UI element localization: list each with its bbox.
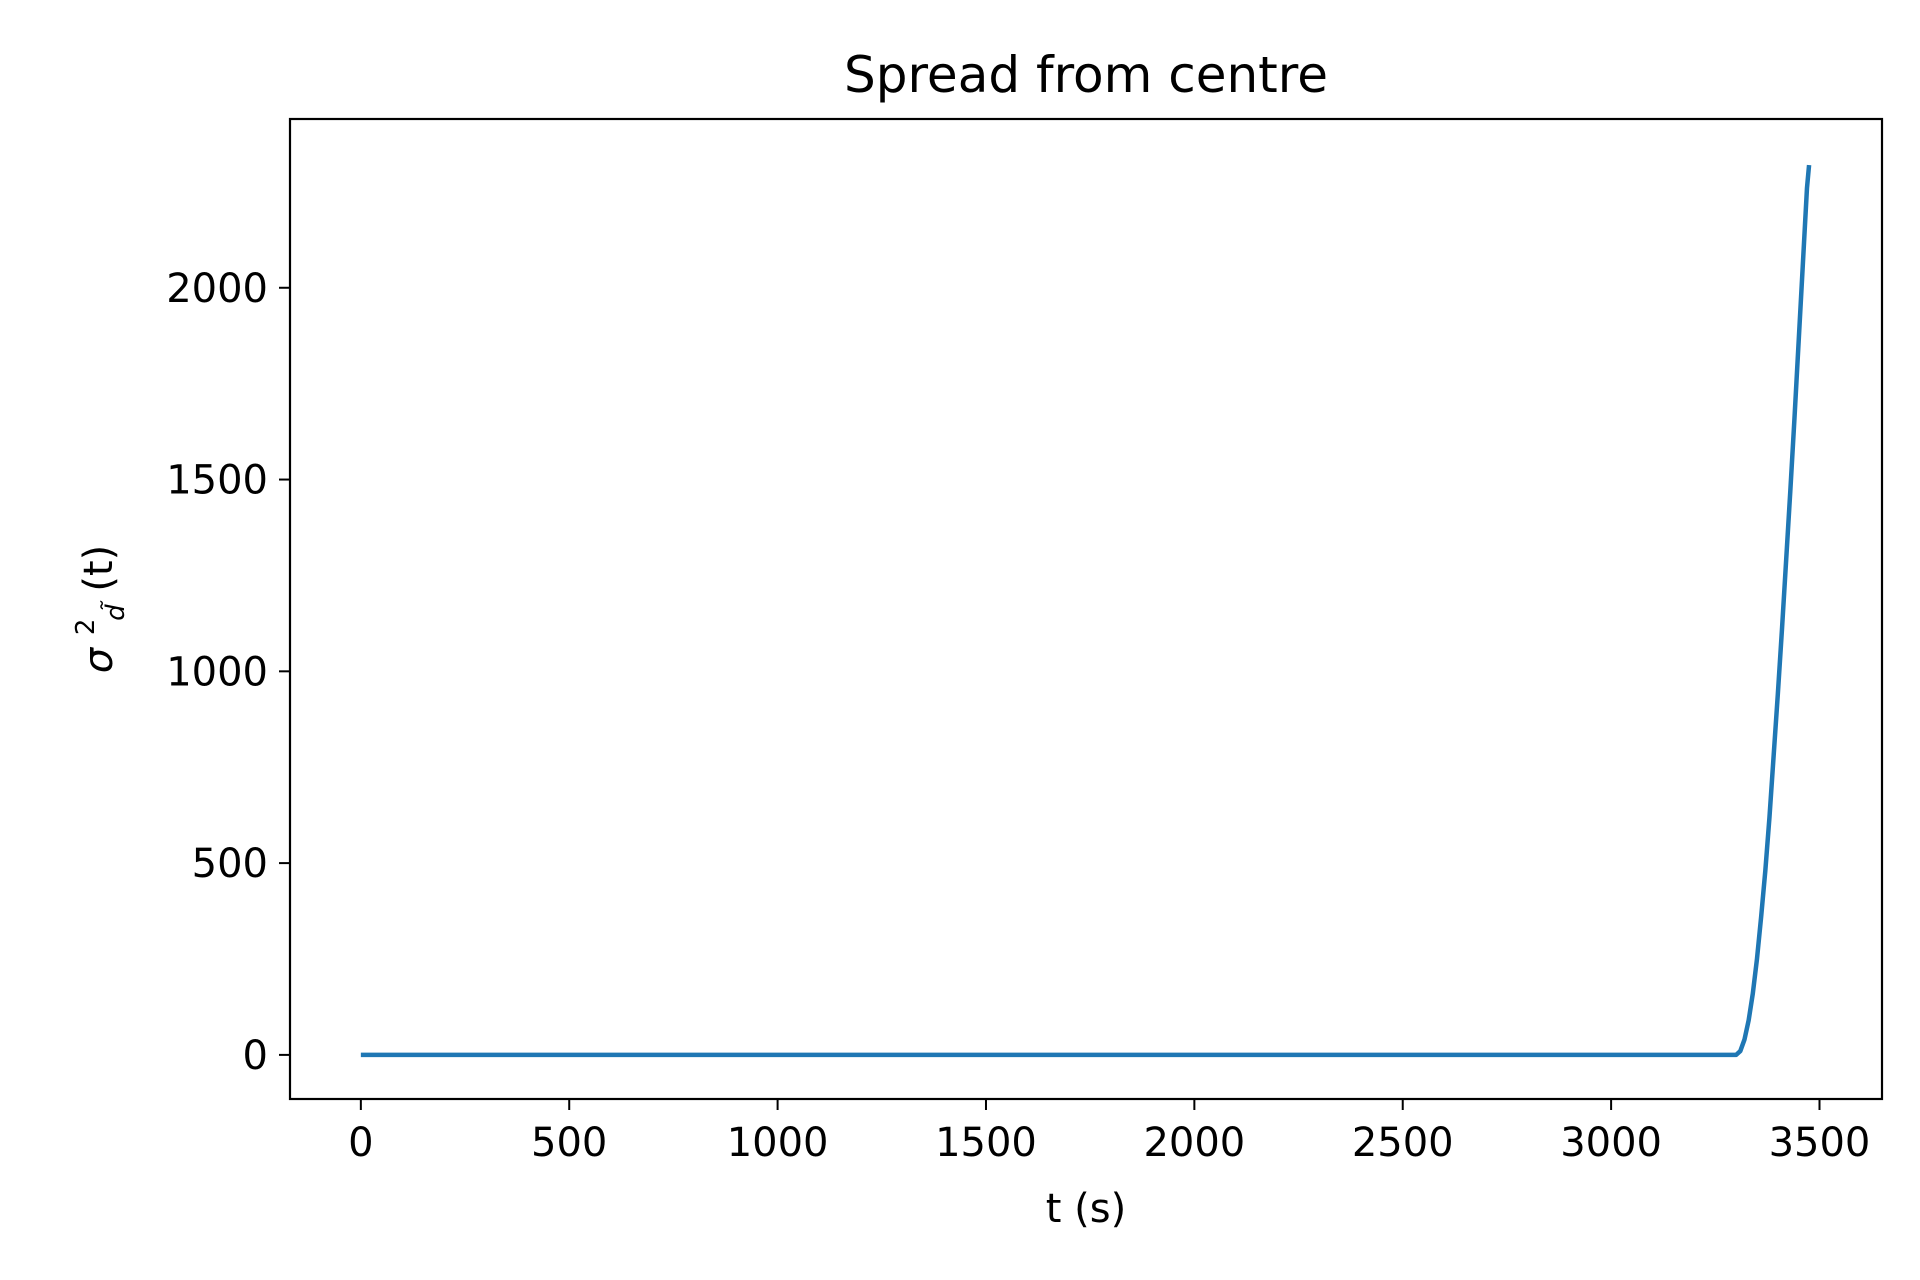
y-tick-label-0: 0	[243, 1033, 268, 1079]
x-tick-label-6: 3000	[1560, 1120, 1662, 1166]
chart-title: Spread from centre	[844, 46, 1328, 104]
x-tick-label-5: 2500	[1352, 1120, 1454, 1166]
y-axis-label-base: σ	[76, 646, 122, 673]
x-tick-label-4: 2000	[1143, 1120, 1245, 1166]
y-tick-label-4: 2000	[166, 266, 268, 312]
y-axis-label-superscript: 2	[71, 619, 101, 636]
x-tick-label-1: 500	[531, 1120, 607, 1166]
x-axis-label: t (s)	[1046, 1186, 1126, 1232]
y-tick-label-3: 1500	[166, 458, 268, 504]
x-tick-label-7: 3500	[1769, 1120, 1871, 1166]
y-axis-label-suffix: (t)	[76, 545, 122, 592]
y-tick-label-1: 500	[192, 841, 268, 887]
x-tick-label-2: 1000	[727, 1120, 829, 1166]
svg-text:σ 2 d̃: σ 2 d̃ (t)	[58, 545, 134, 673]
x-tick-label-3: 1500	[935, 1120, 1037, 1166]
y-tick-label-2: 1000	[166, 649, 268, 695]
axes: 0 500 1000 1500 2000 2500 3000 3500 0 500 1000 1500…	[166, 117, 1884, 1166]
y-axis-label-subscript: d̃	[99, 600, 131, 621]
series-line-0	[360, 164, 1812, 1058]
plot-area	[360, 164, 1812, 1058]
x-tick-label-0: 0	[348, 1120, 373, 1166]
y-axis-label: σ 2 d̃ (t)	[58, 545, 134, 673]
plot-frame	[288, 117, 1884, 1101]
